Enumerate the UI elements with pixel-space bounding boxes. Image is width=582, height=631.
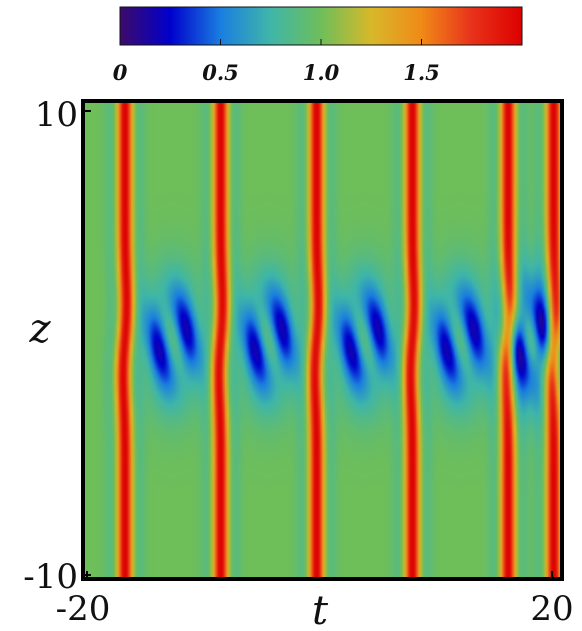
x-tick-label-right: 20 xyxy=(530,589,573,629)
colorbar-tick-label: 1.5 xyxy=(403,60,440,85)
y-tick-label-top: 10 xyxy=(35,95,78,135)
colorbar-tick-label: 0.5 xyxy=(202,60,239,85)
x-tick-label-left: -20 xyxy=(56,589,111,629)
y-tick-label-bottom: -10 xyxy=(23,557,78,597)
x-axis-label: t xyxy=(312,588,329,631)
colorbar xyxy=(119,6,523,46)
plot-frame xyxy=(81,99,564,581)
colorbar-ticks: 0 0.5 1.0 1.5 xyxy=(113,39,440,85)
axis-ticks xyxy=(83,110,553,579)
colorbar-tick-label: 1.0 xyxy=(303,60,340,85)
colorbar-tick-label: 0 xyxy=(113,60,128,85)
y-axis-label: z xyxy=(28,306,51,352)
heatmap-image xyxy=(83,101,562,579)
